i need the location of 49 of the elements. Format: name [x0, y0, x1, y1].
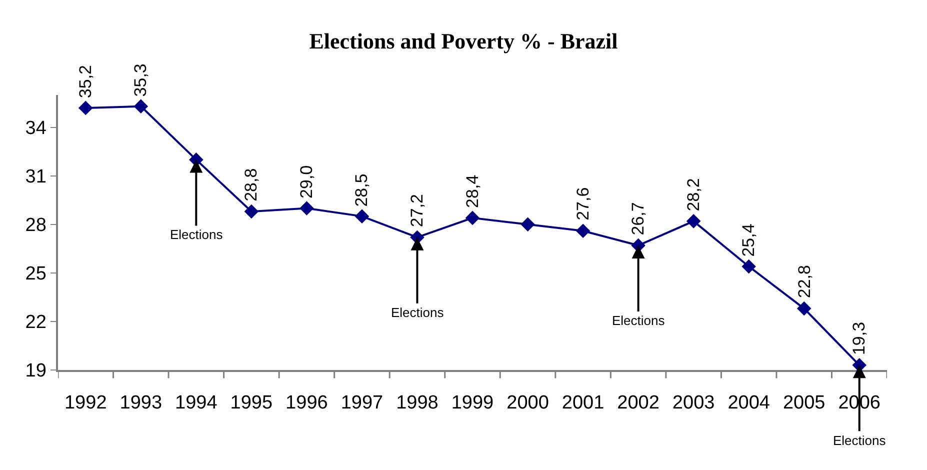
point	[354, 209, 370, 224]
y-tick-label: 25	[25, 264, 46, 285]
data-label: 28,5	[352, 174, 372, 207]
x-tick-label: 1993	[120, 392, 162, 414]
x-tick-label: 1995	[230, 392, 273, 414]
data-label: 19,3	[850, 322, 869, 356]
data-label: 27,6	[574, 187, 593, 220]
point	[244, 204, 259, 219]
data-label: 35,2	[76, 64, 96, 98]
x-tick-label: 1994	[175, 392, 218, 414]
y-tick-label: 22	[25, 312, 46, 334]
data-label: 22,8	[795, 265, 814, 298]
data-label: 28,8	[241, 168, 260, 202]
data-label: 28,2	[684, 178, 703, 212]
point	[742, 259, 756, 274]
annotation: Elections	[833, 433, 886, 448]
annotation: Elections	[391, 305, 444, 320]
data-label: 29,0	[296, 165, 316, 198]
chart-title: Elections and Poverty % - Brazil	[309, 28, 618, 54]
data-label: 28,4	[463, 174, 482, 208]
x-tick-label: 1996	[286, 392, 328, 414]
x-tick-label: 2004	[728, 392, 770, 414]
x-tick-label: 1999	[451, 392, 494, 414]
point	[465, 210, 480, 226]
x-tick-label: 1992	[64, 392, 107, 414]
point	[576, 224, 590, 238]
data-label: 26,7	[628, 202, 648, 236]
y-tick-label: 31	[25, 166, 46, 188]
data-label: 27,2	[407, 194, 426, 228]
x-tick-label: 2000	[506, 392, 549, 414]
x-tick-label: 2001	[562, 392, 604, 414]
annotation: Elections	[170, 227, 224, 242]
point	[78, 100, 93, 116]
x-tick-label: 2005	[782, 392, 826, 414]
point	[520, 217, 535, 232]
data-label: 25,4	[738, 224, 758, 257]
annotation: Elections	[612, 313, 666, 328]
point	[686, 214, 701, 228]
point	[796, 301, 812, 316]
x-tick-label: 1997	[340, 392, 384, 414]
point	[300, 201, 314, 216]
x-tick-label: 1998	[396, 392, 438, 414]
y-tick-label: 28	[25, 215, 46, 236]
y-tick-label: 19	[25, 360, 46, 382]
y-tick-label: 34	[25, 118, 47, 139]
point	[134, 99, 148, 114]
x-tick-label: 2003	[672, 392, 715, 414]
data-label: 35,3	[131, 64, 150, 97]
x-tick-label: 2002	[617, 392, 660, 414]
